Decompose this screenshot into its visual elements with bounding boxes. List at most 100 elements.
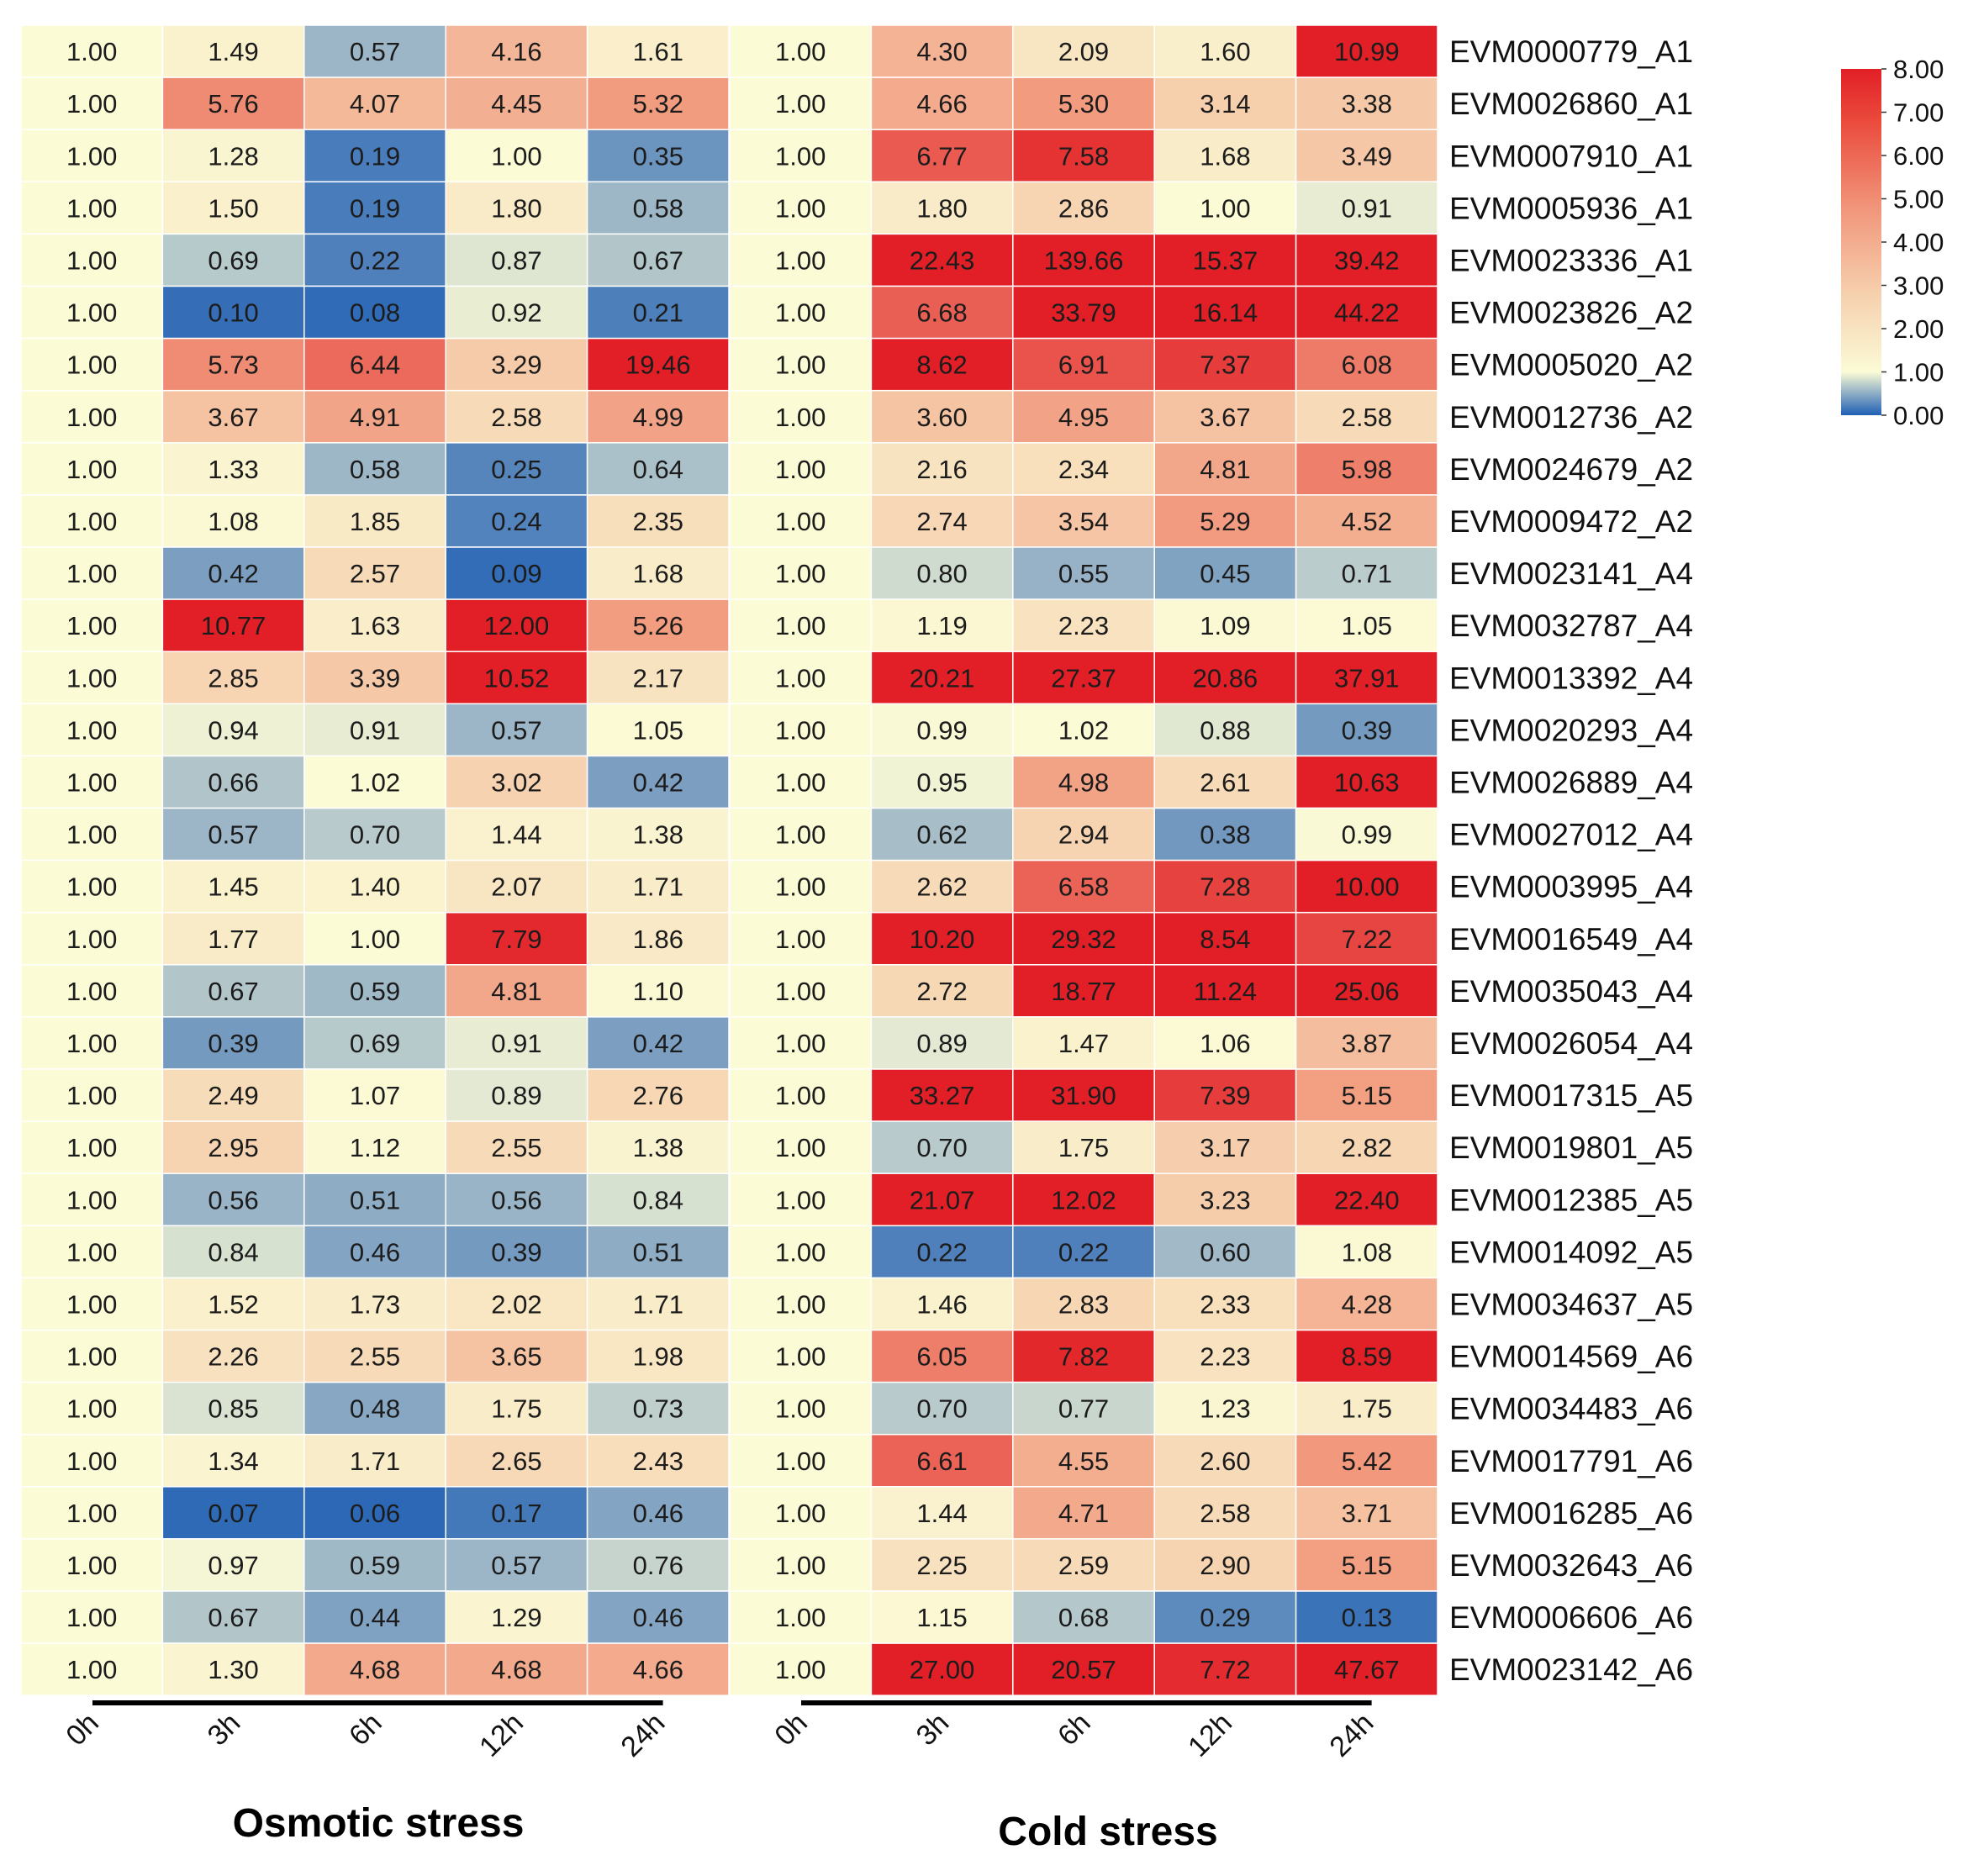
cell-label-osmotic-r28-12h: 0.17 [491, 1499, 541, 1528]
cell-label-osmotic-r27-24h: 2.43 [633, 1447, 683, 1476]
cell-osmotic-r9-12h [445, 494, 588, 548]
cell-label-cold-r12-6h: 27.37 [1051, 663, 1116, 693]
cell-cold-r26-24h [1295, 1381, 1438, 1436]
cell-cold-r30-24h [1295, 1590, 1438, 1644]
cell-label-cold-r27-12h: 2.60 [1200, 1447, 1250, 1476]
cell-cold-r17-12h [1153, 911, 1297, 966]
gene-label-EVM0026054_A4: EVM0026054_A4 [1449, 1026, 1693, 1061]
cell-label-cold-r31-24h: 47.67 [1334, 1655, 1400, 1684]
cell-osmotic-r27-12h [445, 1433, 588, 1488]
cell-label-osmotic-r31-0h: 1.00 [66, 1655, 117, 1684]
cell-label-cold-r29-12h: 2.90 [1200, 1551, 1250, 1580]
cell-cold-r16-24h [1295, 859, 1438, 914]
cell-osmotic-r14-3h [161, 755, 305, 809]
cell-cold-r17-24h [1295, 911, 1438, 966]
cell-label-osmotic-r16-6h: 1.40 [350, 872, 400, 902]
cell-osmotic-r10-24h [586, 546, 730, 600]
cell-osmotic-r29-12h [445, 1538, 588, 1592]
cell-cold-r27-6h [1012, 1433, 1155, 1488]
cell-cold-r4-24h [1295, 233, 1438, 287]
cell-cold-r28-6h [1012, 1486, 1155, 1540]
cell-label-osmotic-r12-3h: 2.85 [208, 663, 258, 693]
cell-label-osmotic-r10-0h: 1.00 [66, 559, 117, 588]
cell-cold-r7-12h [1153, 389, 1297, 444]
cell-label-osmotic-r4-0h: 1.00 [66, 245, 117, 275]
cell-cold-r31-0h [729, 1642, 873, 1696]
cell-label-cold-r11-24h: 1.05 [1342, 611, 1392, 640]
gene-label-EVM0023142_A6: EVM0023142_A6 [1449, 1652, 1693, 1687]
cell-cold-r3-24h [1295, 181, 1438, 235]
cell-label-osmotic-r2-12h: 1.00 [491, 141, 541, 171]
cell-osmotic-r19-12h [445, 1016, 588, 1070]
cell-osmotic-r16-24h [586, 859, 730, 914]
cell-cold-r22-3h [870, 1172, 1014, 1227]
panel-title-osmotic: Osmotic stress [233, 1801, 525, 1846]
cell-cold-r31-12h [1153, 1642, 1297, 1696]
cell-label-osmotic-r10-24h: 1.68 [633, 559, 683, 588]
cell-osmotic-r10-6h [303, 546, 446, 600]
cell-label-osmotic-r22-6h: 0.51 [350, 1185, 400, 1215]
cell-label-cold-r6-3h: 8.62 [916, 350, 967, 380]
cell-cold-r25-6h [1012, 1329, 1155, 1383]
cell-label-cold-r23-24h: 1.08 [1342, 1237, 1392, 1267]
cell-cold-r24-3h [870, 1277, 1014, 1331]
cell-osmotic-r28-6h [303, 1486, 446, 1540]
cell-label-osmotic-r4-6h: 0.22 [350, 245, 400, 275]
cell-cold-r29-24h [1295, 1538, 1438, 1592]
cell-label-cold-r24-12h: 2.33 [1200, 1290, 1250, 1320]
cell-label-osmotic-r3-6h: 0.19 [350, 193, 400, 223]
cell-osmotic-r7-12h [445, 389, 588, 444]
cell-label-cold-r21-12h: 3.17 [1200, 1133, 1250, 1162]
cell-label-osmotic-r9-24h: 2.35 [633, 507, 683, 536]
cell-label-osmotic-r31-6h: 4.68 [350, 1655, 400, 1684]
cell-label-osmotic-r29-6h: 0.59 [350, 1551, 400, 1580]
cell-label-cold-r18-6h: 18.77 [1051, 977, 1116, 1006]
cell-osmotic-r25-0h [20, 1329, 164, 1383]
cell-label-cold-r3-12h: 1.00 [1200, 193, 1250, 223]
cell-label-osmotic-r16-3h: 1.45 [208, 872, 258, 902]
cell-cold-r27-3h [870, 1433, 1014, 1488]
cell-cold-r1-0h [729, 76, 873, 130]
panel-titles: Osmotic stress Cold stress [233, 1801, 1218, 1854]
cell-label-osmotic-r0-3h: 1.49 [208, 37, 258, 66]
cell-label-cold-r30-12h: 0.29 [1200, 1603, 1250, 1632]
cell-label-osmotic-r24-3h: 1.52 [208, 1290, 258, 1320]
cell-label-cold-r9-12h: 5.29 [1200, 507, 1250, 536]
gene-label-EVM0026860_A1: EVM0026860_A1 [1449, 87, 1693, 121]
cell-label-osmotic-r4-12h: 0.87 [491, 245, 541, 275]
cell-label-cold-r15-6h: 2.94 [1058, 820, 1109, 850]
cell-label-cold-r3-0h: 1.00 [775, 193, 826, 223]
cell-osmotic-r1-0h [20, 76, 164, 130]
cell-osmotic-r30-24h [586, 1590, 730, 1644]
cell-label-cold-r29-6h: 2.59 [1058, 1551, 1109, 1580]
cell-label-osmotic-r6-6h: 6.44 [350, 350, 400, 380]
cell-label-osmotic-r16-12h: 2.07 [491, 872, 541, 902]
cell-cold-r25-0h [729, 1329, 873, 1383]
cell-label-osmotic-r8-6h: 0.58 [350, 455, 400, 484]
cell-label-cold-r11-12h: 1.09 [1200, 611, 1250, 640]
cell-label-cold-r4-12h: 15.37 [1193, 245, 1258, 275]
cell-cold-r15-24h [1295, 807, 1438, 862]
cell-label-cold-r19-6h: 1.47 [1058, 1029, 1109, 1058]
cell-label-cold-r8-24h: 5.98 [1342, 455, 1392, 484]
cell-label-osmotic-r19-12h: 0.91 [491, 1029, 541, 1058]
cell-label-cold-r30-0h: 1.00 [775, 1603, 826, 1632]
cell-osmotic-r24-24h [586, 1277, 730, 1331]
cell-label-cold-r12-24h: 37.91 [1334, 663, 1400, 693]
cell-cold-r2-24h [1295, 129, 1438, 183]
cell-osmotic-r22-6h [303, 1172, 446, 1227]
cell-label-osmotic-r25-12h: 3.65 [491, 1342, 541, 1372]
cell-label-cold-r23-12h: 0.60 [1200, 1237, 1250, 1267]
cell-label-osmotic-r26-3h: 0.85 [208, 1394, 258, 1424]
cell-label-osmotic-r16-24h: 1.71 [633, 872, 683, 902]
cell-osmotic-r21-3h [161, 1120, 305, 1174]
cell-osmotic-r26-12h [445, 1381, 588, 1436]
cell-label-cold-r17-0h: 1.00 [775, 925, 826, 954]
cell-label-osmotic-r11-3h: 10.77 [201, 611, 266, 640]
cell-label-cold-r14-0h: 1.00 [775, 767, 826, 797]
cell-osmotic-r22-3h [161, 1172, 305, 1227]
cell-cold-r9-12h [1153, 494, 1297, 548]
cell-label-osmotic-r17-12h: 7.79 [491, 925, 541, 954]
cell-label-cold-r21-6h: 1.75 [1058, 1133, 1109, 1162]
cell-cold-r8-3h [870, 442, 1014, 496]
